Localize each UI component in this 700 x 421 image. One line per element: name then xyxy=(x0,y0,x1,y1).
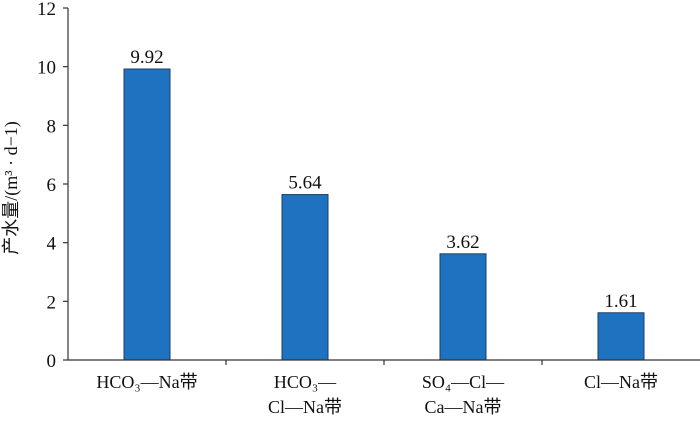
x-axis: HCO₃—Na带 HCO₃— Cl—Na带 SO₄—Cl— Ca—Na带 Cl—Na带 xyxy=(68,359,700,417)
y-tick-label: 4 xyxy=(47,234,57,255)
y-tick-label: 0 xyxy=(47,351,57,372)
bar xyxy=(439,253,487,361)
x-tick-label: Ca—Na带 xyxy=(425,397,502,417)
y-tick-label: 2 xyxy=(47,292,57,313)
bar xyxy=(597,312,645,361)
data-label: 5.64 xyxy=(288,173,322,194)
data-label: 9.92 xyxy=(130,47,163,68)
bar xyxy=(123,68,171,361)
y-axis: 0 2 4 6 8 10 12 xyxy=(37,0,69,372)
y-tick-label: 8 xyxy=(47,116,57,137)
x-tick-label: Cl—Na带 xyxy=(584,372,658,392)
y-axis-label: 产水量/(m³ · d−1) xyxy=(1,121,22,255)
data-label: 1.61 xyxy=(604,291,637,312)
y-tick-label: 6 xyxy=(47,175,57,196)
x-tick-label: HCO₃—Na带 xyxy=(96,372,197,392)
y-tick-label: 10 xyxy=(37,58,56,79)
x-tick-label: SO₄—Cl— xyxy=(422,372,505,392)
bars: 9.92 5.64 3.62 1.61 xyxy=(123,47,645,361)
data-label: 3.62 xyxy=(446,232,479,253)
x-tick-label: HCO₃— xyxy=(274,372,337,392)
bar xyxy=(281,194,329,361)
y-tick-label: 12 xyxy=(37,0,56,20)
x-tick-label: Cl—Na带 xyxy=(268,397,342,417)
